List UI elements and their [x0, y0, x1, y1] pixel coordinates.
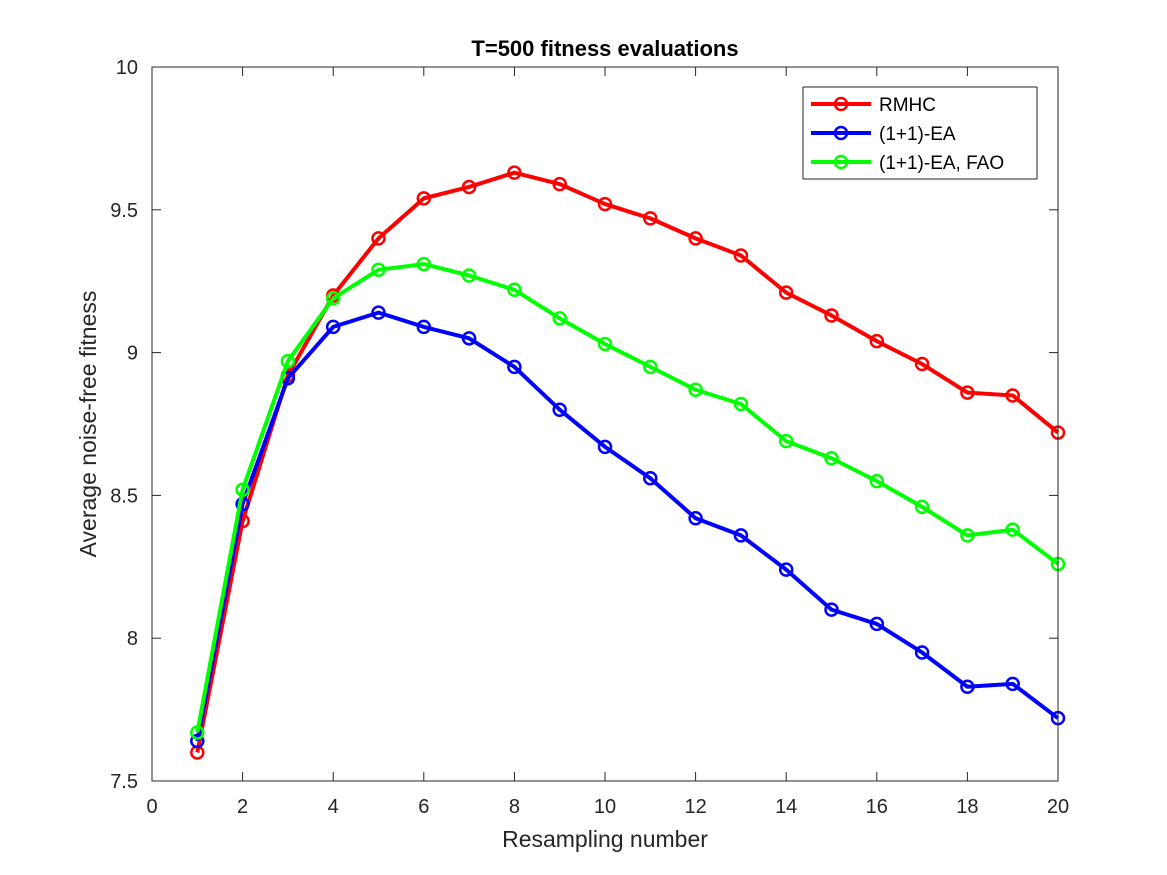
data-point — [869, 616, 885, 632]
data-point — [1005, 676, 1020, 692]
data-point — [235, 482, 250, 497]
x-tick-label: 8 — [509, 796, 520, 818]
data-point — [869, 473, 885, 489]
data-point — [325, 319, 341, 335]
data-point — [733, 248, 749, 263]
data-point — [643, 359, 658, 375]
data-point — [507, 165, 522, 180]
data-point — [371, 231, 386, 246]
data-point — [778, 562, 794, 577]
data-point — [371, 305, 386, 320]
legend-swatch-marker — [833, 125, 849, 141]
data-point — [597, 196, 613, 212]
x-tick-label: 14 — [775, 796, 797, 818]
y-axis-label: Average noise-free fitness — [75, 291, 101, 558]
series-line — [195, 310, 1060, 742]
data-point — [824, 602, 839, 617]
x-tick-label: 2 — [237, 796, 248, 818]
data-point — [960, 385, 975, 400]
series-1 — [190, 305, 1066, 749]
legend-swatch-marker — [833, 154, 849, 170]
data-point — [325, 291, 341, 306]
y-tick-label: 8.5 — [110, 485, 138, 507]
data-point — [597, 439, 613, 455]
x-axis-label: Resampling number — [502, 826, 708, 852]
data-point — [461, 268, 477, 283]
data-point — [1005, 388, 1020, 403]
y-tick-label: 7.5 — [110, 771, 138, 793]
data-point — [597, 336, 613, 352]
x-tick-label: 16 — [866, 796, 888, 818]
data-point — [778, 433, 794, 449]
data-point — [688, 510, 703, 526]
data-point — [914, 499, 930, 515]
chart-title: T=500 fitness evaluations — [471, 36, 738, 61]
data-point — [280, 353, 296, 369]
data-point — [416, 191, 432, 206]
y-tick-label: 8 — [127, 628, 138, 650]
data-point — [1005, 522, 1020, 537]
data-point — [371, 262, 386, 278]
legend-swatch-marker — [833, 96, 849, 112]
series-line — [195, 262, 1060, 733]
series-line — [195, 170, 1060, 753]
data-point — [552, 176, 567, 192]
data-point — [914, 645, 930, 660]
x-tick-label: 0 — [146, 796, 157, 818]
y-tick-label: 9 — [127, 343, 138, 365]
data-point — [507, 282, 522, 298]
data-point — [416, 319, 432, 335]
legend-entry-label: (1+1)-EA, FAO — [879, 153, 1004, 174]
x-tick-label: 12 — [684, 796, 706, 818]
data-point — [416, 256, 432, 272]
data-point — [643, 471, 658, 486]
data-point — [960, 528, 975, 543]
x-tick-label: 10 — [594, 796, 616, 818]
data-point — [824, 451, 839, 466]
x-tick-label: 6 — [418, 796, 429, 818]
data-point — [688, 231, 703, 246]
data-point — [552, 311, 567, 326]
data-point — [190, 733, 205, 749]
x-tick-label: 18 — [956, 796, 978, 818]
data-point — [960, 679, 975, 695]
legend-entry-label: RMHC — [879, 95, 936, 116]
series-2 — [190, 256, 1066, 740]
legend-entry-label: (1+1)-EA — [879, 124, 956, 145]
data-point — [552, 402, 567, 417]
data-point — [778, 285, 794, 300]
x-tick-label: 20 — [1047, 796, 1069, 818]
y-tick-label: 10 — [116, 57, 138, 79]
data-point — [190, 725, 205, 740]
data-point — [688, 382, 703, 397]
y-tick-label: 9.5 — [110, 200, 138, 222]
data-point — [733, 396, 749, 412]
data-point — [461, 179, 477, 195]
data-point — [461, 331, 477, 346]
data-point — [869, 333, 885, 349]
data-point — [507, 359, 522, 375]
data-point — [733, 528, 749, 543]
x-tick-label: 4 — [328, 796, 339, 818]
data-point — [914, 356, 930, 372]
data-point — [643, 211, 658, 226]
data-point — [824, 308, 839, 323]
